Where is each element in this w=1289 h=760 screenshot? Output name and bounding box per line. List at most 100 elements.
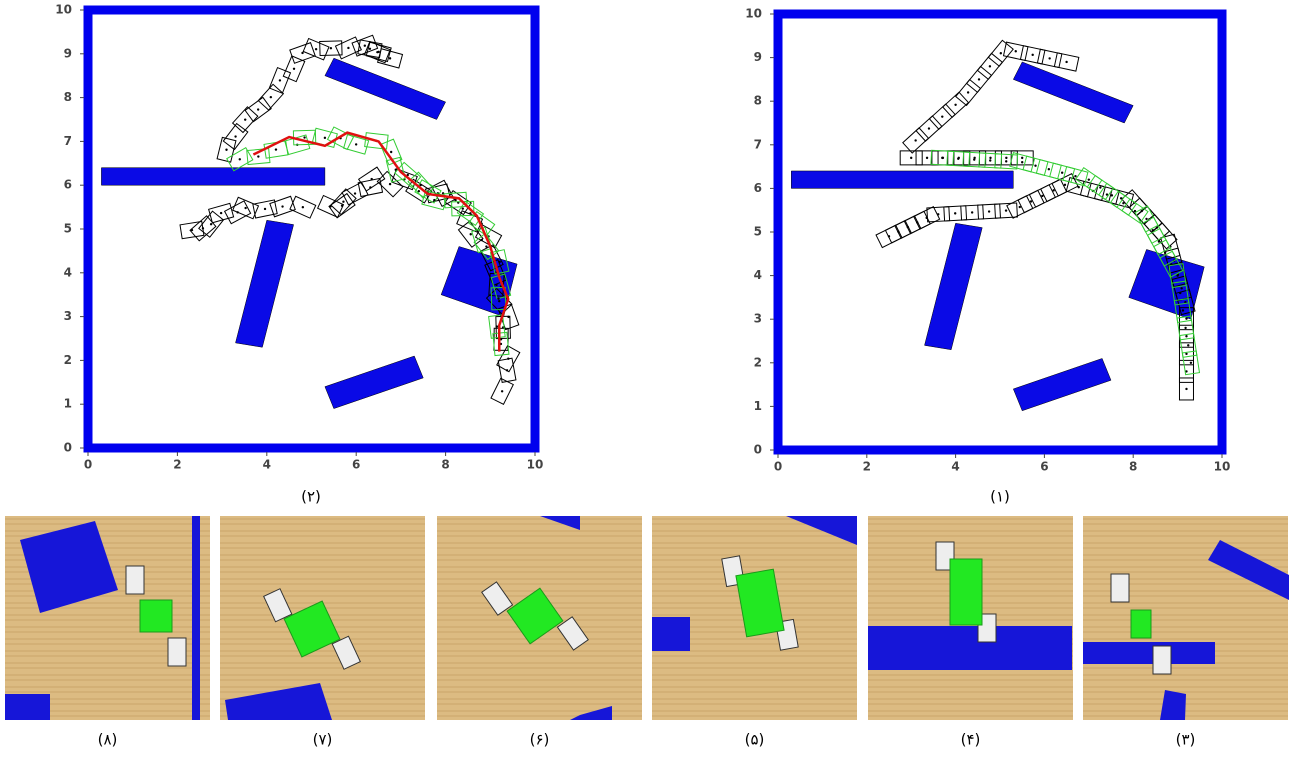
pose-dot	[1122, 202, 1124, 204]
pose-dot	[989, 159, 991, 161]
pose-dot	[1048, 168, 1050, 170]
pose-dot	[937, 213, 939, 215]
pose-dot	[279, 79, 281, 81]
green-box	[950, 559, 982, 625]
pose-dot	[324, 137, 326, 139]
pose-dot	[1187, 344, 1189, 346]
pose-dot	[378, 51, 380, 53]
pose-dot	[1190, 362, 1192, 364]
pose-dot	[941, 157, 943, 159]
pose-dot	[330, 47, 332, 49]
robot	[1111, 574, 1129, 602]
y-tick-label: 1	[754, 399, 762, 413]
pose-dot	[1005, 209, 1007, 211]
robot	[126, 566, 144, 594]
pose-dot	[1031, 54, 1033, 56]
pose-dot	[1015, 50, 1017, 52]
obstacle	[652, 617, 690, 651]
robot	[1153, 646, 1171, 674]
photo-caption: (۷)	[313, 731, 333, 749]
pose-dot	[1064, 184, 1066, 186]
obstacle	[1083, 642, 1215, 664]
pose-dot	[1061, 172, 1063, 174]
y-tick-label: 2	[64, 353, 72, 367]
pose-dot	[498, 261, 500, 263]
obstacle	[5, 694, 50, 720]
y-tick-label: 4	[64, 265, 72, 279]
x-tick-label: 2	[863, 460, 871, 474]
x-tick-label: 0	[84, 458, 92, 472]
pose-dot	[1185, 317, 1187, 319]
pose-dot	[257, 155, 259, 157]
y-tick-label: 4	[754, 268, 762, 282]
pose-dot	[270, 96, 272, 98]
plot-frame	[778, 14, 1222, 450]
pose-dot	[225, 149, 227, 151]
pose-dot	[1164, 252, 1166, 254]
pose-dot	[1074, 175, 1076, 177]
pose-dot	[928, 127, 930, 129]
x-tick-label: 10	[527, 458, 544, 472]
pose-dot	[264, 208, 266, 210]
pose-dot	[1088, 178, 1090, 180]
pose-dot	[469, 212, 471, 214]
pose-dot	[1182, 309, 1184, 311]
robot	[168, 638, 186, 666]
y-tick-label: 3	[754, 312, 762, 326]
plot-frame	[88, 10, 535, 448]
pose-dot	[481, 239, 483, 241]
pose-dot	[342, 201, 344, 203]
y-tick-label: 9	[754, 50, 762, 64]
pose-dot	[244, 207, 246, 209]
pose-dot	[239, 158, 241, 160]
pose-dot	[941, 115, 943, 117]
y-tick-label: 10	[55, 3, 72, 17]
pose-dot	[1158, 240, 1160, 242]
pose-dot	[202, 227, 204, 229]
pose-dot	[470, 233, 472, 235]
figure: 0246810012345678910(۲)024681001234567891…	[0, 0, 1289, 756]
photo-caption: (۳)	[1176, 731, 1196, 749]
pose-dot	[347, 47, 349, 49]
panel-caption: (۱)	[990, 488, 1010, 506]
pose-dot	[234, 135, 236, 137]
x-tick-label: 6	[1040, 460, 1048, 474]
pose-dot	[302, 206, 304, 208]
pose-dot	[973, 158, 975, 160]
green-box	[1131, 610, 1151, 638]
y-tick-label: 10	[745, 7, 762, 21]
x-tick-label: 4	[263, 458, 271, 472]
y-tick-label: 7	[64, 134, 72, 148]
x-tick-label: 4	[951, 460, 959, 474]
y-tick-label: 5	[64, 222, 72, 236]
pose-dot	[485, 245, 487, 247]
pose-dot	[1048, 57, 1050, 59]
pose-dot	[497, 297, 499, 299]
pose-dot	[1145, 218, 1147, 220]
pose-dot	[389, 183, 391, 185]
photo	[1083, 516, 1288, 720]
pose-dot	[390, 151, 392, 153]
pose-dot	[495, 284, 497, 286]
pose-dot	[954, 212, 956, 214]
pose-dot	[971, 211, 973, 213]
pose-dot	[433, 199, 435, 201]
pose-dot	[1185, 388, 1187, 390]
pose-dot	[978, 78, 980, 80]
pose-dot	[988, 210, 990, 212]
pose-dot	[1184, 327, 1186, 329]
y-tick-label: 6	[754, 181, 762, 195]
pose-dot	[364, 44, 366, 46]
pose-dot	[1000, 52, 1002, 54]
pose-dot	[244, 118, 246, 120]
pose-dot	[301, 52, 303, 54]
pose-dot	[1078, 186, 1080, 188]
y-tick-label: 8	[754, 94, 762, 108]
pose-dot	[1179, 292, 1181, 294]
pose-dot	[281, 205, 283, 207]
pose-dot	[220, 212, 222, 214]
y-tick-label: 0	[754, 443, 762, 457]
obstacle	[192, 516, 200, 720]
pose-dot	[257, 108, 259, 110]
pose-dot	[989, 157, 991, 159]
